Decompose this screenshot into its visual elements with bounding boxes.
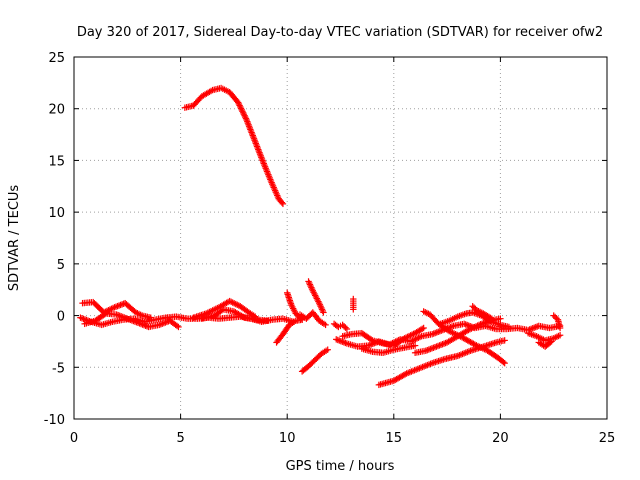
data-point [487,317,494,325]
data-point [234,301,241,308]
data-point [505,323,513,331]
data-point [367,336,375,343]
data-point [405,332,413,340]
chart-title: Day 320 of 2017, Sidereal Day-to-day VTE… [77,25,603,40]
y-tick-label: 0 [57,310,65,325]
data-point [343,325,351,333]
data-point [474,322,481,329]
data-point [278,199,286,206]
data-point [409,337,416,344]
data-point [415,334,422,341]
data-point [109,304,117,312]
data-point [147,314,154,321]
data-point [234,99,242,106]
y-axis-label: SDTVAR / TECUs [7,185,22,292]
data-point [556,332,564,339]
data-point [548,338,555,345]
data-point [242,115,250,122]
data-point [420,324,427,332]
data-point [229,299,236,306]
data-point [416,333,424,341]
grid-lines [74,57,607,419]
x-tick-label: 10 [279,431,296,446]
data-point [402,334,410,341]
data-point [239,313,247,320]
y-tick-label: 20 [48,103,65,118]
y-tick-label: 15 [48,154,65,169]
data-point [471,323,478,331]
data-point [501,359,508,367]
data-point [226,297,233,305]
data-point [469,303,476,310]
data-point [242,113,249,121]
x-tick-label: 15 [386,431,403,446]
data-point [468,325,475,332]
y-tick-label: 25 [48,51,65,66]
data-point [175,323,182,331]
data-point [340,323,348,330]
y-tick-label: 5 [57,258,65,273]
data-point [237,105,245,112]
data-point [279,200,287,208]
y-tick-label: 10 [48,206,65,221]
data-point [339,321,346,329]
data-point [465,326,472,334]
data-point [423,309,431,317]
data-point [401,371,409,378]
data-point [238,106,245,114]
data-point [407,332,414,339]
data-point [207,87,215,95]
axis-ticks: 0 5 10 15 20 25 -10 -5 0 5 10 15 20 25 [44,51,616,446]
data-point [324,346,331,353]
data-point [350,306,357,313]
data-point [411,342,419,349]
data-point [497,315,504,322]
data-point [412,336,419,343]
data-point [239,109,247,116]
data-point [173,322,181,330]
data-point [550,312,557,319]
data-point [227,298,235,306]
x-tick-label: 20 [492,431,509,446]
data-point [236,102,243,109]
data-point [342,324,349,331]
data-point [472,323,480,330]
data-point [404,333,411,341]
data-point [407,338,415,345]
data-point [547,339,554,346]
data-point [237,103,244,111]
data-point [264,317,272,324]
data-point [240,111,248,118]
data-point [320,309,327,316]
data-point [105,307,112,314]
data-point [410,336,418,344]
data-point [469,324,477,332]
data-point [241,112,248,119]
data-point [551,313,559,321]
data-point [408,331,416,338]
data-point [235,100,243,108]
data-series [77,84,564,389]
data-point [322,321,329,329]
y-tick-label: -10 [44,413,65,428]
data-point [239,108,246,115]
plot-frame [73,56,608,420]
data-point [401,335,408,342]
x-axis-label: GPS time / hours [286,459,395,474]
data-point [556,324,564,332]
data-point [419,325,426,333]
data-point [231,300,238,307]
y-tick-label: -5 [52,361,65,376]
data-point [413,335,421,342]
data-point [470,304,478,311]
data-point [500,358,507,366]
data-point [232,300,239,308]
x-tick-label: 5 [176,431,184,446]
x-tick-label: 0 [70,431,78,446]
data-point [466,326,474,333]
x-tick-label: 25 [599,431,616,446]
data-point [501,337,508,344]
